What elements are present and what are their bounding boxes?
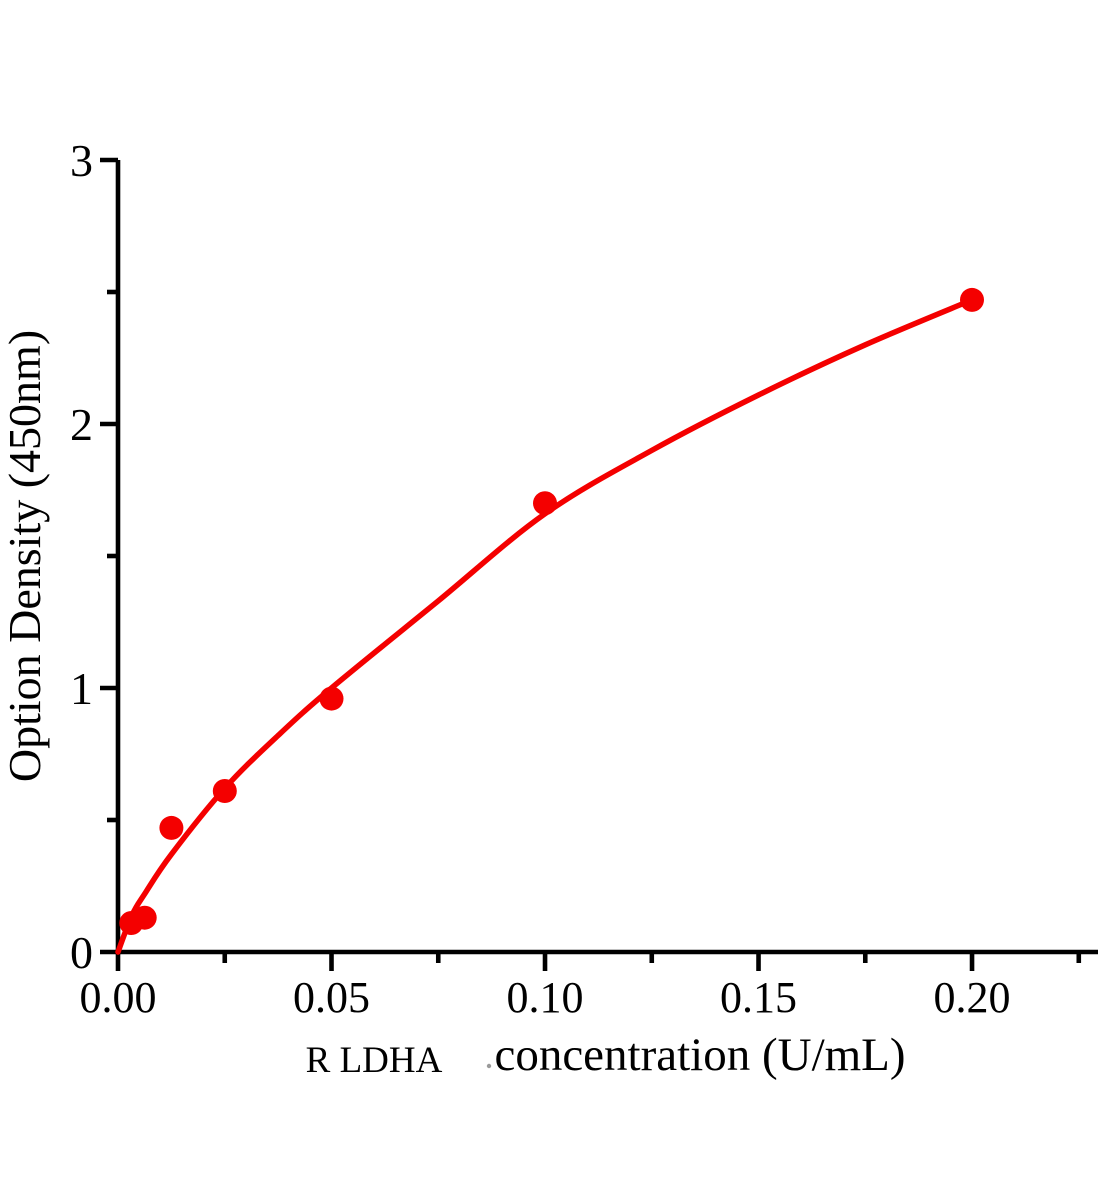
x-tick-label: 0.15: [720, 973, 797, 1022]
y-tick-label: 0: [70, 927, 93, 978]
data-point: [212, 779, 237, 803]
plot-area: 0.00 0.05 0.10 0.15 0.20 0 1 2 3: [70, 135, 1098, 1022]
y-tick-label: 1: [70, 663, 93, 714]
data-point: [960, 287, 984, 312]
x-tick-label: 0.20: [934, 973, 1011, 1022]
data-point: [132, 905, 157, 930]
y-tick-label: 3: [70, 135, 93, 186]
stray-mark: [486, 1063, 492, 1069]
x-tick-label: 0.00: [80, 973, 157, 1022]
fit-curve: [115, 297, 975, 955]
data-point: [533, 491, 557, 516]
data-point: [159, 815, 184, 840]
x-axis-title-prefix: R LDHA: [306, 1040, 443, 1081]
y-axis-title: Option Density (450nm): [0, 330, 50, 782]
x-axis-title-main: concentration (U/mL): [494, 1029, 905, 1081]
x-tick-label: 0.10: [507, 973, 584, 1022]
x-tick-label: 0.05: [293, 973, 370, 1022]
data-point: [319, 686, 344, 711]
y-tick-label: 2: [70, 399, 93, 450]
